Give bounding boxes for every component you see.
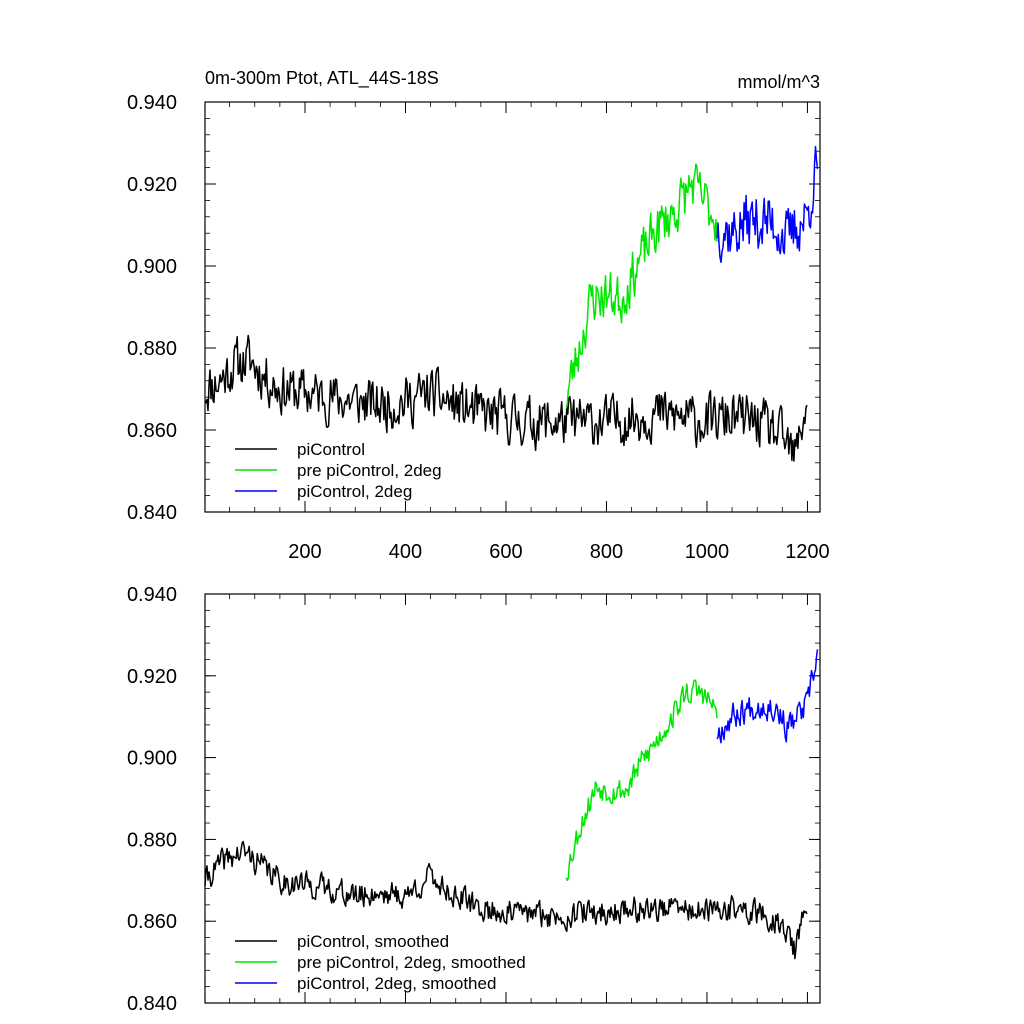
legend-label-picontrol: piControl: [297, 440, 365, 459]
bottom-series-line-0: [204, 840, 808, 960]
legend-label-pre-picontrol-smoothed: pre piControl, 2deg, smoothed: [297, 953, 526, 972]
top-y-tick-label: 0.860: [127, 420, 177, 442]
bottom-panel: 0.840 0.860 0.880 0.900 0.920 0.940: [127, 584, 821, 1015]
top-series-line-1: [565, 163, 718, 409]
top-y-tick-label: 0.840: [127, 502, 177, 524]
chart-units: mmol/m^3: [738, 72, 820, 92]
top-panel: 0.840 0.860 0.880 0.900 0.920 0.940 200 400 600 8…: [127, 92, 830, 563]
legend-label-picontrol-smoothed: piControl, smoothed: [297, 932, 449, 951]
bottom-y-tick-label: 0.840: [127, 993, 177, 1015]
chart-title: 0m-300m Ptot, ATL_44S-18S: [205, 68, 439, 89]
top-y-tick-label: 0.940: [127, 92, 177, 114]
top-series-line-0: [204, 334, 808, 462]
bottom-y-tick-label: 0.860: [127, 911, 177, 933]
top-legend: piControl pre piControl, 2deg piControl,…: [235, 440, 442, 501]
top-x-tick-label: 600: [489, 541, 522, 563]
top-x-tick-label: 200: [288, 541, 321, 563]
bottom-series-line-2: [716, 649, 819, 744]
top-x-tick-label: 1000: [685, 541, 730, 563]
top-x-tick-label: 400: [389, 541, 422, 563]
bottom-y-tick-label: 0.920: [127, 666, 177, 688]
bottom-plot-frame: [204, 593, 821, 1004]
bottom-y-tick-label: 0.940: [127, 584, 177, 606]
top-x-tick-label: 800: [590, 541, 623, 563]
top-y-tick-label: 0.900: [127, 256, 177, 278]
legend-label-picontrol-2deg-smoothed: piControl, 2deg, smoothed: [297, 974, 496, 993]
top-y-tick-label: 0.920: [127, 174, 177, 196]
top-y-tick-label: 0.880: [127, 338, 177, 360]
top-x-tick-label: 1200: [785, 541, 830, 563]
bottom-legend: piControl, smoothed pre piControl, 2deg,…: [235, 932, 526, 993]
legend-label-pre-picontrol: pre piControl, 2deg: [297, 461, 442, 480]
bottom-series-line-1: [565, 679, 718, 882]
top-series-line-2: [716, 145, 819, 264]
legend-label-picontrol-2deg: piControl, 2deg: [297, 482, 412, 501]
bottom-y-tick-label: 0.880: [127, 829, 177, 851]
bottom-y-tick-label: 0.900: [127, 748, 177, 770]
top-plot-frame: [204, 101, 821, 513]
